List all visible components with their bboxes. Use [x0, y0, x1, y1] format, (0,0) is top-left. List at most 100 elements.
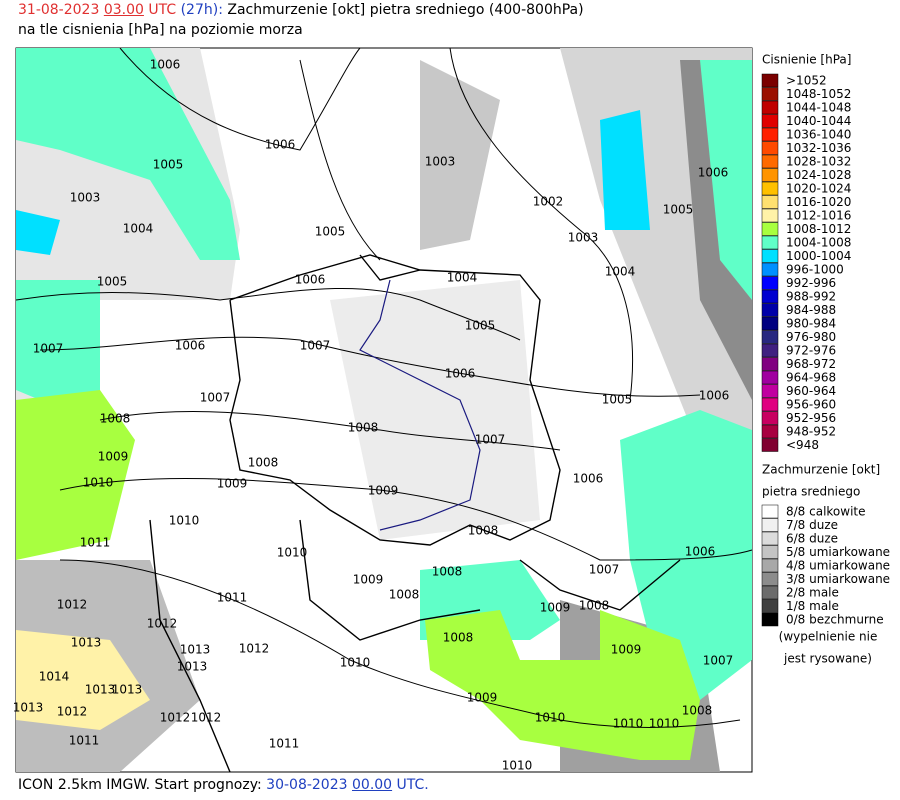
subtitle: na tle cisnienia [hPa] na poziomie morza — [18, 22, 303, 38]
legend-label: 8/8 calkowite — [786, 505, 866, 519]
isobar-label: 1009 — [540, 601, 571, 615]
text-part: UTC. — [396, 777, 429, 793]
legend-label: 1016-1020 — [786, 195, 851, 209]
isobar-label: 1007 — [703, 654, 734, 668]
legend-title: pietra sredniego — [762, 485, 860, 499]
legend-label: 1028-1032 — [786, 155, 851, 169]
text-part: UTC — [148, 2, 177, 18]
isobar-label: 1005 — [97, 275, 128, 289]
text-part: (27h): — [180, 2, 223, 18]
isobar-label: 1006 — [150, 58, 181, 72]
isobar-label: 1003 — [568, 231, 599, 245]
legend-label: <948 — [786, 438, 819, 452]
isobar-label: 1005 — [663, 203, 694, 217]
legend-label: 1012-1016 — [786, 209, 851, 223]
isobar-label: 1006 — [685, 545, 716, 559]
legend-swatch — [761, 154, 779, 169]
isobar-label: 1010 — [169, 514, 200, 528]
legend-label: 1040-1044 — [786, 114, 851, 128]
legend-swatch — [761, 127, 779, 142]
legend-swatch — [761, 316, 779, 331]
text-part: ICON 2.5km IMGW. Start prognozy: — [18, 777, 262, 793]
legend-swatch — [761, 303, 779, 317]
legend: Cisnienie [hPa]>10521048-10521044-104810… — [761, 53, 890, 666]
river — [359, 279, 481, 531]
legend-label: 988-992 — [786, 290, 836, 304]
isobar-label: 1006 — [175, 339, 206, 353]
legend-swatch — [761, 289, 779, 304]
legend-swatch — [761, 343, 779, 358]
legend-swatch — [761, 208, 779, 223]
legend-label: 968-972 — [786, 357, 836, 371]
isobar-label: 1005 — [465, 319, 496, 333]
isobar-label: 1014 — [39, 670, 70, 684]
isobar-label: 1013 — [177, 660, 208, 674]
legend-label: 976-980 — [786, 330, 836, 344]
isobar-label: 1007 — [200, 391, 231, 405]
legend-swatch — [761, 330, 779, 344]
isobar-label: 1004 — [123, 222, 154, 236]
legend-label: 3/8 umiarkowane — [786, 572, 890, 586]
isobar-label: 1012 — [147, 617, 178, 631]
isobar-label: 1005 — [315, 225, 346, 239]
isobar-label: 1012 — [57, 598, 88, 612]
legend-label: 996-1000 — [786, 263, 844, 277]
legend-label: 1/8 male — [786, 599, 839, 613]
legend-swatch — [761, 87, 779, 101]
legend-note: (wypelnienie nie — [779, 630, 878, 644]
isobar-label: 1006 — [295, 273, 326, 287]
legend-label: 960-964 — [786, 384, 836, 398]
isobar-label: 1010 — [277, 546, 308, 560]
isobar-label: 1011 — [217, 591, 248, 605]
legend-swatch — [761, 235, 779, 250]
legend-label: 1004-1008 — [786, 236, 851, 250]
isobar-label: 1005 — [153, 158, 184, 172]
legend-note: jest rysowane) — [783, 652, 872, 666]
isobar-label: 1008 — [248, 456, 279, 470]
legend-swatch — [761, 100, 779, 115]
legend-swatch — [761, 558, 779, 573]
legend-label: 1024-1028 — [786, 168, 851, 182]
text-part: 00.00 — [352, 777, 393, 793]
legend-swatch — [761, 249, 779, 263]
isobar-label: 1010 — [613, 717, 644, 731]
legend-swatch — [761, 73, 779, 88]
legend-label: 1044-1048 — [786, 101, 851, 115]
isobar-label: 1012 — [239, 642, 270, 656]
isobar-label: 1002 — [533, 195, 564, 209]
isobar-label: 1007 — [475, 433, 506, 447]
isobar-label: 1006 — [699, 389, 730, 403]
legend-label: 2/8 male — [786, 586, 839, 600]
isobar-label: 1010 — [535, 711, 566, 725]
legend-title: Zachmurzenie [okt] — [762, 463, 880, 477]
legend-label: 0/8 bezchmurne — [786, 613, 884, 627]
isobar-label: 1010 — [83, 476, 114, 490]
isobar-label: 1007 — [33, 342, 64, 356]
isobar-label: 1013 — [112, 683, 143, 697]
isobar-label: 1009 — [467, 691, 498, 705]
isobar-label: 1006 — [445, 367, 476, 381]
text-part: 31-08-2023 — [18, 2, 100, 18]
legend-label: 4/8 umiarkowane — [786, 559, 890, 573]
text-part: 30-08-2023 — [266, 777, 348, 793]
legend-swatch — [761, 384, 779, 398]
legend-swatch — [761, 424, 779, 439]
legend-label: 964-968 — [786, 371, 836, 385]
legend-swatch — [761, 181, 779, 196]
legend-swatch — [761, 585, 779, 600]
isobar-label: 1007 — [589, 563, 620, 577]
isobar-label: 1005 — [602, 393, 633, 407]
legend-label: 1000-1004 — [786, 249, 851, 263]
legend-label: 1048-1052 — [786, 87, 851, 101]
isobar-label: 1008 — [443, 631, 474, 645]
legend-swatch — [761, 262, 779, 277]
legend-label: 956-960 — [786, 398, 836, 412]
legend-swatch — [761, 438, 779, 452]
isobar-label: 1004 — [605, 265, 636, 279]
isobar-label: 1006 — [573, 472, 604, 486]
isobar-label: 1008 — [348, 421, 379, 435]
isobars — [15, 47, 753, 728]
legend-swatch — [761, 276, 779, 290]
